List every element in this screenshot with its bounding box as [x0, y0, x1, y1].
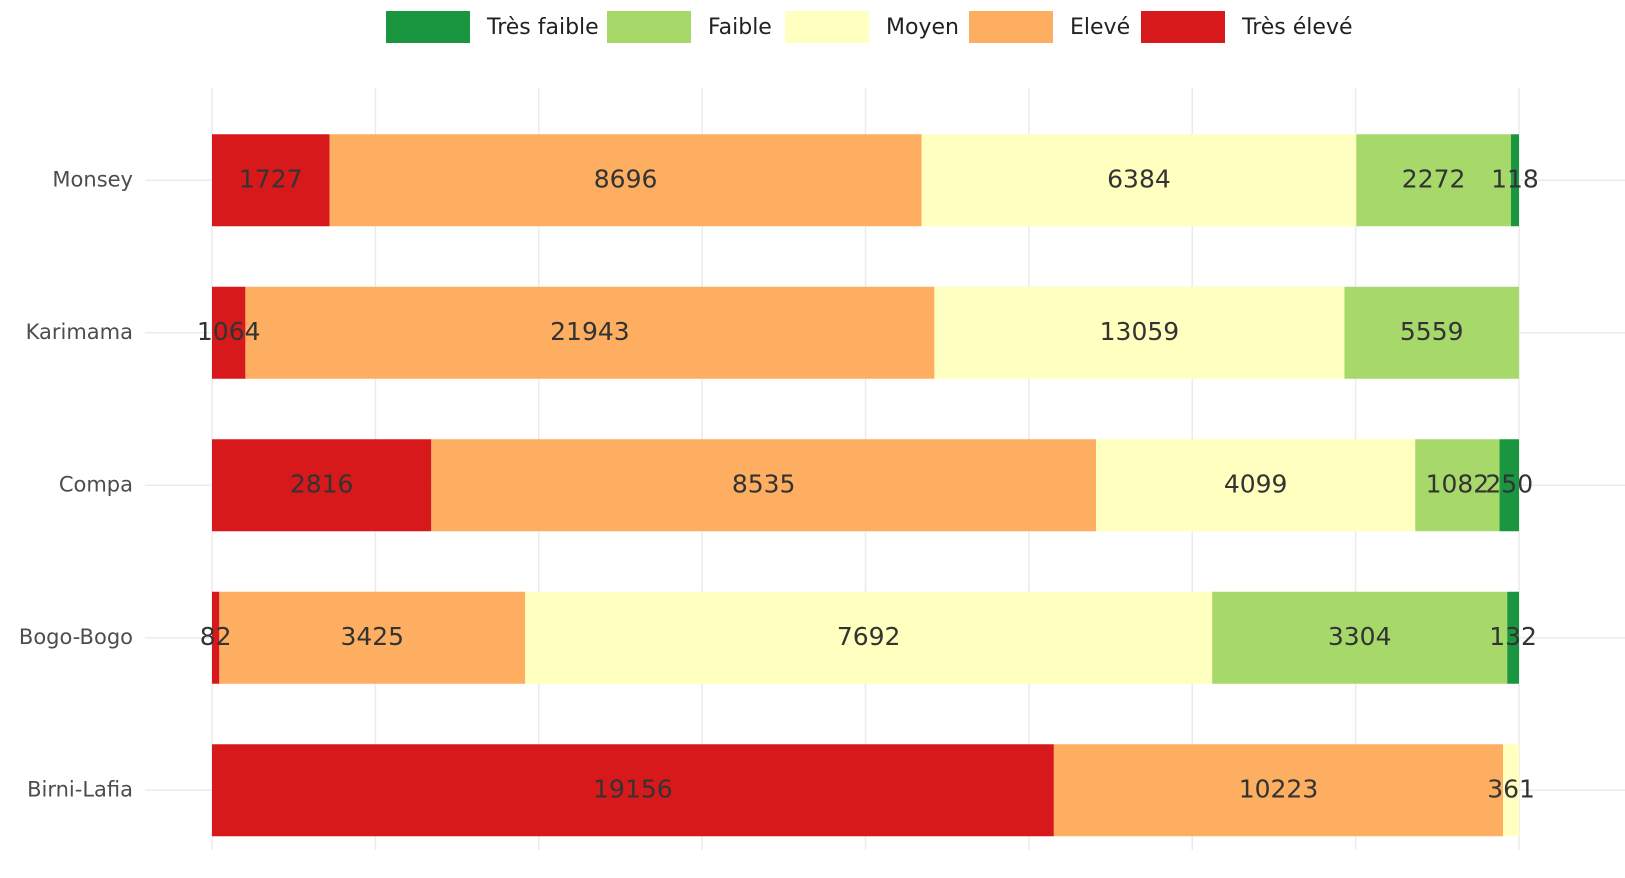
legend-label: Faible [708, 15, 772, 40]
data-label: 21943 [550, 317, 630, 346]
data-label: 1727 [239, 164, 303, 193]
legend-key [1141, 11, 1225, 43]
data-label: 8535 [732, 469, 796, 498]
data-label: 19156 [593, 774, 673, 803]
bar-segment [329, 134, 922, 227]
data-label: 118 [1491, 164, 1539, 193]
bar-segment [934, 286, 1345, 379]
legend-label: Très élevé [1241, 15, 1353, 40]
bar-segment [525, 591, 1213, 684]
bar-segment [1212, 591, 1508, 684]
data-label: 10223 [1239, 774, 1319, 803]
bar-segment [1356, 134, 1511, 227]
data-label: 8696 [594, 164, 658, 193]
bar-segment [245, 286, 935, 379]
data-label: 6384 [1107, 164, 1171, 193]
data-label: 13059 [1100, 317, 1180, 346]
data-label: 2272 [1402, 164, 1466, 193]
bar-segment [1503, 744, 1519, 837]
category-label: Bogo-Bogo [19, 625, 133, 649]
data-label: 4099 [1224, 469, 1288, 498]
bar-segment [1499, 439, 1519, 532]
category-label: Karimama [26, 320, 133, 344]
bar-segment [1510, 134, 1519, 227]
bar-segment [212, 591, 220, 684]
data-label: 82 [200, 622, 232, 651]
legend-key [969, 11, 1053, 43]
category-label: Compa [59, 472, 133, 496]
bar-segment [921, 134, 1357, 227]
data-label: 250 [1485, 469, 1533, 498]
bar-segment [212, 134, 330, 227]
bar-segment [1507, 591, 1519, 684]
data-label: 5559 [1400, 317, 1464, 346]
bar-segment [1096, 439, 1416, 532]
legend-label: Très faible [486, 15, 599, 40]
bar-segment [212, 439, 432, 532]
bar-segment [212, 744, 1054, 837]
data-label: 132 [1489, 622, 1537, 651]
data-label: 3304 [1328, 622, 1392, 651]
data-label: 3425 [340, 622, 404, 651]
data-label: 1082 [1426, 469, 1490, 498]
bar-segment [219, 591, 526, 684]
legend-label: Moyen [886, 15, 959, 40]
bar-segment [1053, 744, 1504, 837]
data-label: 361 [1487, 774, 1535, 803]
bar-segment [1344, 286, 1519, 379]
bar-segment [212, 286, 246, 379]
legend-key [607, 11, 691, 43]
data-label: 7692 [837, 622, 901, 651]
bar-segment [1415, 439, 1500, 532]
category-label: Birni-Lafia [27, 777, 133, 801]
data-label: 1064 [197, 317, 261, 346]
category-label: Monsey [52, 167, 133, 191]
legend-label: Elevé [1070, 15, 1130, 40]
data-label: 2816 [290, 469, 354, 498]
bar-segment [431, 439, 1097, 532]
legend-key [785, 11, 869, 43]
legend-key [386, 11, 470, 43]
